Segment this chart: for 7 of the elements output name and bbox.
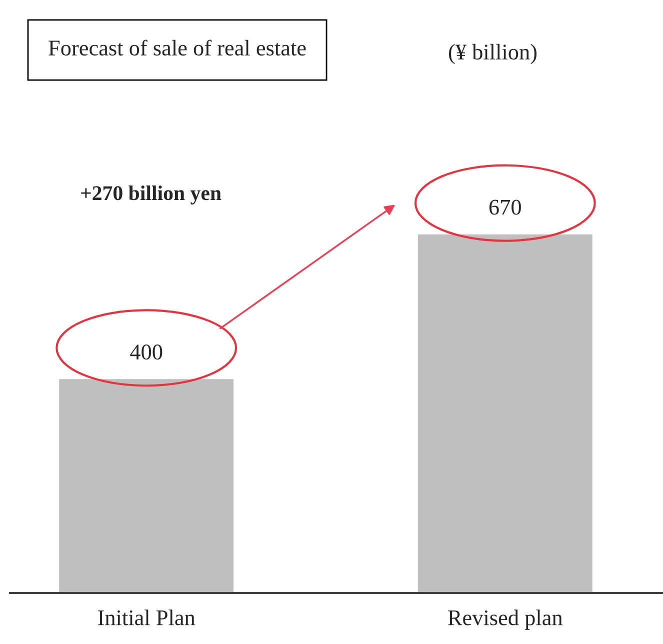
x-tick-label: Revised plan: [448, 610, 562, 630]
text: +270 billion yen: [81, 186, 222, 204]
data-label: 400: [130, 344, 162, 360]
chart-title: Forecast of sale of real estate: [48, 40, 306, 56]
x-tick-label: Initial Plan: [98, 610, 196, 626]
chart-subtitle: (¥ billion): [448, 44, 537, 64]
data-label: 670: [489, 200, 521, 215]
